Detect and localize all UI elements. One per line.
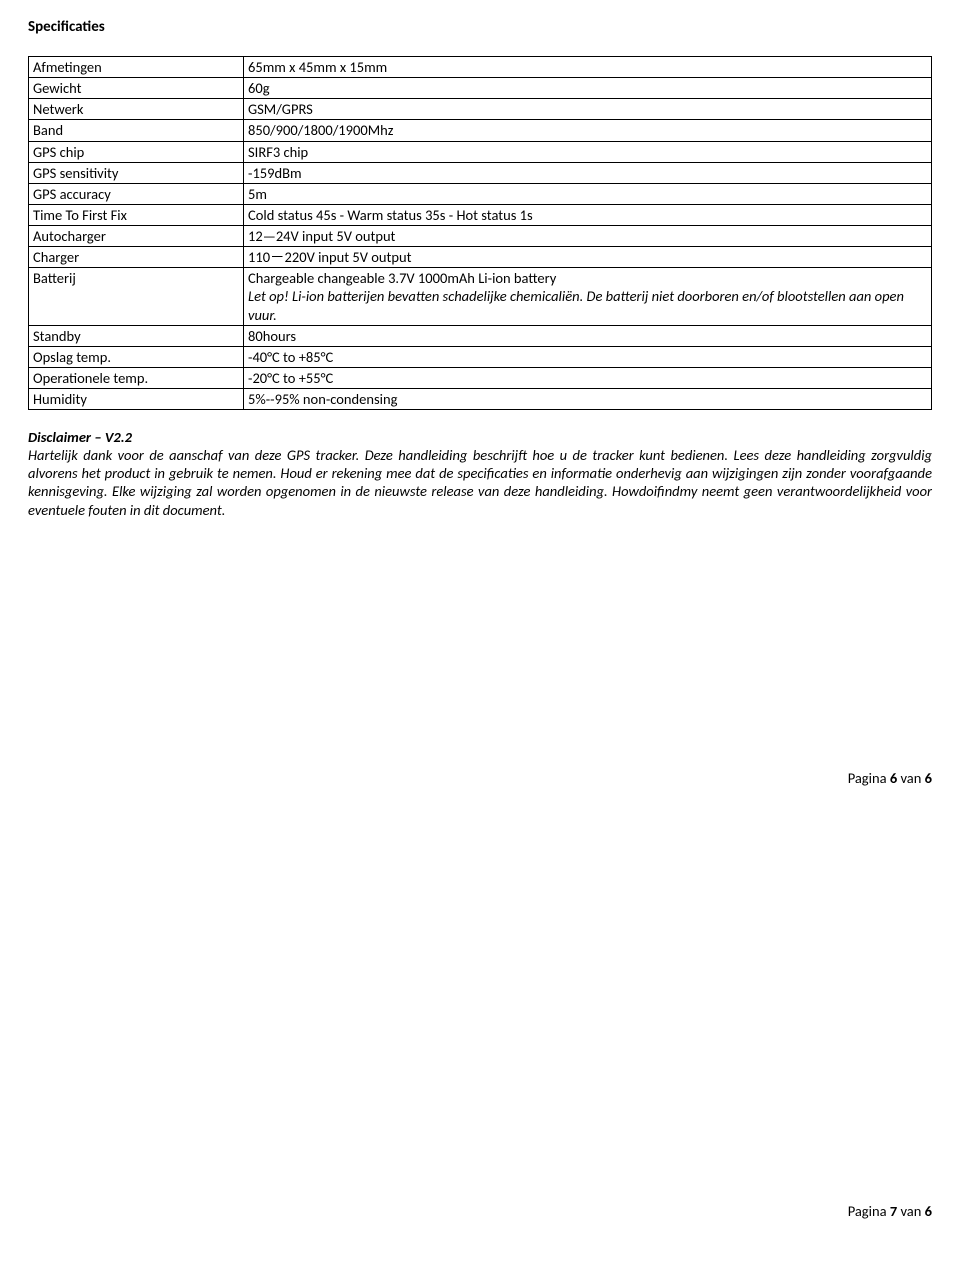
spec-value-line: Chargeable changeable 3.7V 1000mAh Li-io… xyxy=(248,269,927,287)
spec-label: Standby xyxy=(29,325,244,346)
spec-value: 110－220V input 5V output xyxy=(244,247,932,268)
disclaimer-body: Hartelijk dank voor de aanschaf van deze… xyxy=(28,446,932,519)
spec-value: 5m xyxy=(244,183,932,204)
footer-page-total: 6 xyxy=(925,1202,932,1220)
table-row: NetwerkGSM/GPRS xyxy=(29,99,932,120)
footer-text: van xyxy=(897,1202,924,1220)
spec-value: 60g xyxy=(244,78,932,99)
spec-label: Autocharger xyxy=(29,226,244,247)
spec-value: 850/900/1800/1900Mhz xyxy=(244,120,932,141)
table-row: GPS accuracy5m xyxy=(29,183,932,204)
spec-value: Chargeable changeable 3.7V 1000mAh Li-io… xyxy=(244,268,932,325)
page-footer-1: Pagina 6 van 6 xyxy=(28,769,932,787)
spec-value: -20°C to +55°C xyxy=(244,367,932,388)
table-row: Gewicht60g xyxy=(29,78,932,99)
footer-text: van xyxy=(897,769,924,787)
spec-value: 80hours xyxy=(244,325,932,346)
table-row: GPS chipSIRF3 chip xyxy=(29,141,932,162)
spec-value: SIRF3 chip xyxy=(244,141,932,162)
table-row: GPS sensitivity-159dBm xyxy=(29,162,932,183)
spec-label: GPS chip xyxy=(29,141,244,162)
footer-page-total: 6 xyxy=(925,769,932,787)
spec-label: Batterij xyxy=(29,268,244,325)
spec-label: GPS accuracy xyxy=(29,183,244,204)
table-row: Charger110－220V input 5V output xyxy=(29,247,932,268)
specifications-table: Afmetingen65mm x 45mm x 15mmGewicht60gNe… xyxy=(28,56,932,410)
footer-text: Pagina xyxy=(848,769,890,787)
table-row: Opslag temp.-40°C to +85°C xyxy=(29,346,932,367)
spec-label: Band xyxy=(29,120,244,141)
disclaimer-heading: Disclaimer – V2.2 xyxy=(28,428,932,446)
page-footer-2: Pagina 7 van 6 xyxy=(28,1202,932,1220)
table-row: Time To First FixCold status 45s - Warm … xyxy=(29,204,932,225)
spec-label: Operationele temp. xyxy=(29,367,244,388)
spec-label: Netwerk xyxy=(29,99,244,120)
spec-value-note: Let op! Li-ion batterijen bevatten schad… xyxy=(248,287,927,323)
table-row: Humidity5%--95% non-condensing xyxy=(29,389,932,410)
spec-label: Opslag temp. xyxy=(29,346,244,367)
spec-value: Cold status 45s - Warm status 35s - Hot … xyxy=(244,204,932,225)
table-row: Band850/900/1800/1900Mhz xyxy=(29,120,932,141)
spec-value: -159dBm xyxy=(244,162,932,183)
footer-text: Pagina xyxy=(848,1202,890,1220)
table-row: Standby80hours xyxy=(29,325,932,346)
spec-value: 65mm x 45mm x 15mm xyxy=(244,57,932,78)
spec-label: GPS sensitivity xyxy=(29,162,244,183)
spec-label: Humidity xyxy=(29,389,244,410)
table-row: Afmetingen65mm x 45mm x 15mm xyxy=(29,57,932,78)
section-title: Specificaties xyxy=(28,18,932,36)
spec-label: Afmetingen xyxy=(29,57,244,78)
spec-label: Charger xyxy=(29,247,244,268)
table-row: BatterijChargeable changeable 3.7V 1000m… xyxy=(29,268,932,325)
spec-value: 12—24V input 5V output xyxy=(244,226,932,247)
spec-label: Gewicht xyxy=(29,78,244,99)
spec-label: Time To First Fix xyxy=(29,204,244,225)
spec-value: GSM/GPRS xyxy=(244,99,932,120)
spec-value: -40°C to +85°C xyxy=(244,346,932,367)
spec-value: 5%--95% non-condensing xyxy=(244,389,932,410)
table-row: Autocharger12—24V input 5V output xyxy=(29,226,932,247)
table-row: Operationele temp.-20°C to +55°C xyxy=(29,367,932,388)
